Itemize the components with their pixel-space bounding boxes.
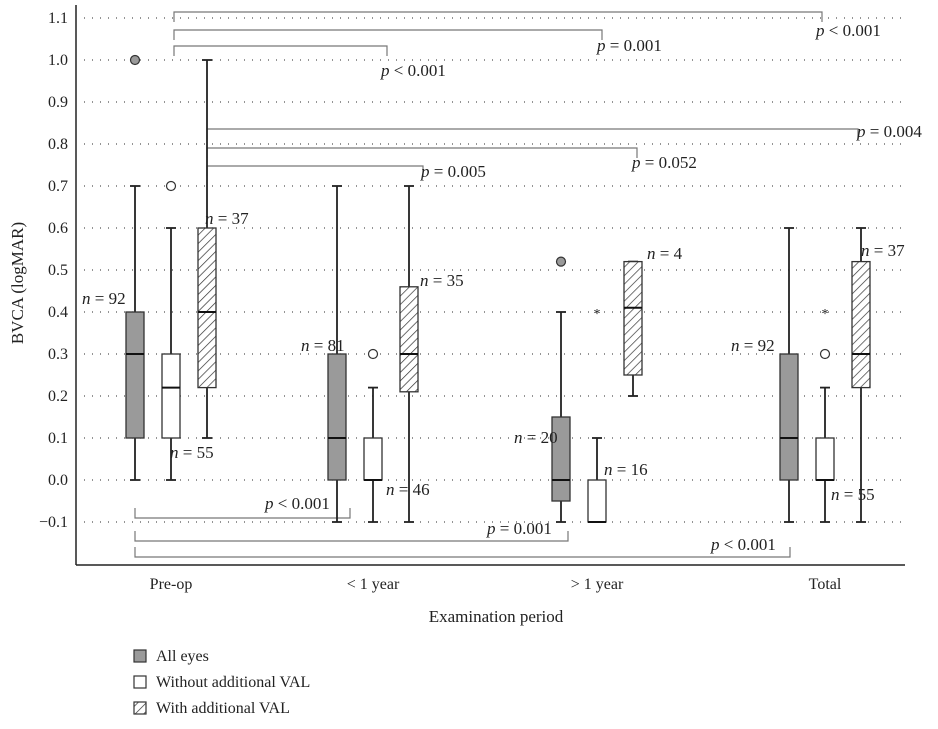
p-value-label: p < 0.001 [815, 21, 881, 40]
y-tick-label: 0.2 [48, 388, 68, 405]
comparison-brackets: p < 0.001 p = 0.001 p < 0.001 p = 0.004 p = … [134, 11, 922, 558]
p-value-label: p = 0.052 [631, 153, 697, 172]
p-value-label: p < 0.001 [380, 61, 446, 80]
legend-swatch [133, 649, 147, 663]
boxes: n = 92 n = 81 n = 20 n = 92 n = 55 n = 46 * n =… [82, 54, 905, 523]
x-tick-label: > 1 year [571, 576, 624, 593]
box-iqr [399, 286, 419, 393]
comparison-bracket [134, 531, 569, 542]
y-tick-label: 0.6 [48, 220, 68, 237]
box-2-0: n = 37 [197, 59, 249, 439]
box-0-3: n = 92 [731, 227, 799, 523]
comparison-bracket [206, 165, 424, 176]
outlier-point [819, 348, 831, 360]
box-2-2: n = 4 [623, 244, 683, 397]
outlier-star: * [822, 307, 829, 322]
box-iqr [161, 353, 181, 439]
p-value-label: p = 0.005 [420, 162, 486, 181]
axes [75, 5, 905, 566]
p-value-label: p < 0.001 [710, 535, 776, 554]
x-axis-title: Examination period [429, 607, 564, 626]
legend-swatch [133, 701, 147, 715]
box-1-1: n = 46 [363, 348, 430, 523]
box-1-3: * n = 55 [815, 307, 875, 523]
x-tick-label: Total [809, 576, 842, 593]
n-label: n = 20 [514, 428, 558, 447]
outlier-point [367, 348, 379, 360]
box-1-2: * n = 16 [587, 307, 648, 523]
box-iqr [779, 353, 799, 481]
box-iqr [851, 260, 871, 389]
n-label: n = 37 [205, 209, 249, 228]
n-label: n = 35 [420, 271, 464, 290]
box-2-1: n = 35 [399, 185, 464, 523]
p-value-label: p = 0.004 [856, 122, 922, 141]
legend-label: With additional VAL [156, 700, 290, 717]
outlier-star: * [594, 307, 601, 322]
legend-label: All eyes [156, 648, 209, 665]
box-0-2: n = 20 [514, 256, 571, 523]
legend-swatch [133, 675, 147, 689]
box-iqr [327, 353, 347, 481]
comparison-bracket [173, 45, 388, 56]
comparison-bracket [173, 11, 823, 22]
y-tick-label: 1.0 [48, 52, 68, 69]
n-label: n = 37 [861, 241, 905, 260]
n-label: n = 55 [831, 485, 875, 504]
legend-label: Without additional VAL [156, 674, 310, 691]
box-iqr [197, 227, 217, 389]
comparison-bracket [206, 128, 859, 139]
y-tick-label: 0.3 [48, 346, 68, 363]
n-label: n = 81 [301, 336, 345, 355]
comparison-bracket [206, 147, 638, 158]
y-axis-title: BVCA (logMAR) [8, 222, 27, 344]
box-iqr [815, 437, 835, 481]
outlier-point [555, 256, 567, 267]
outlier-point [129, 54, 141, 66]
gridlines [84, 17, 905, 523]
legend: All eyes Without additional VAL With addit… [133, 648, 310, 717]
p-value-label: p < 0.001 [264, 494, 330, 513]
n-label: n = 55 [170, 443, 214, 462]
labels: Examination period BVCA (logMAR) −0.1 0.0… [8, 10, 842, 626]
n-label: n = 4 [647, 244, 683, 263]
comparison-bracket [173, 29, 603, 40]
y-tick-label: 1.1 [48, 10, 68, 27]
p-value-label: p = 0.001 [486, 519, 552, 538]
n-label: n = 46 [386, 480, 430, 499]
y-tick-label: −0.1 [39, 514, 68, 531]
y-tick-label: 0.5 [48, 262, 68, 279]
box-iqr [587, 479, 607, 523]
box-0-1: n = 81 [301, 185, 347, 523]
y-tick-label: 0.7 [48, 178, 68, 195]
y-tick-label: 0.9 [48, 94, 68, 111]
comparison-bracket [134, 508, 351, 519]
box-iqr [363, 437, 383, 481]
box-iqr [623, 260, 643, 376]
box-iqr [125, 311, 145, 439]
box-2-3: n = 37 [851, 227, 905, 523]
p-value-label: p = 0.001 [596, 36, 662, 55]
y-tick-label: 0.4 [48, 304, 68, 321]
outlier-point [165, 180, 177, 192]
x-tick-label: < 1 year [347, 576, 400, 593]
n-label: n = 16 [604, 460, 648, 479]
box-1-0: n = 55 [161, 180, 214, 481]
x-tick-label: Pre-op [150, 576, 193, 593]
y-tick-label: 0.1 [48, 430, 68, 447]
y-tick-label: 0.8 [48, 136, 68, 153]
box-0-0: n = 92 [82, 54, 145, 481]
y-tick-label: 0.0 [48, 472, 68, 489]
n-label: n = 92 [731, 336, 775, 355]
comparison-bracket [134, 547, 791, 558]
n-label: n = 92 [82, 289, 126, 308]
